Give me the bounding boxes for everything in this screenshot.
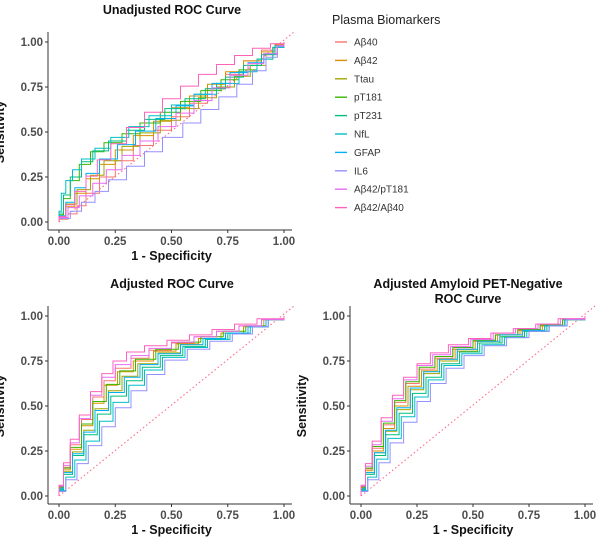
x-axis-label: 1 - Specificity [131,249,212,263]
x-tick-label: 0.50 [160,236,182,248]
roc-curve-il6 [360,316,586,496]
y-tick-label: 0.25 [21,446,44,458]
roc-curve-il6 [58,42,285,222]
y-tick-label: 0.00 [21,217,43,229]
legend-label: pT181 [354,93,383,104]
roc-curve-nfl [58,316,285,496]
legend-item-nfl: NfL [335,130,370,141]
chart-title-line: Adjusted ROC Curve [110,277,234,291]
x-axis-label: 1 - Specificity [433,523,514,537]
chart-title-line: Adjusted Amyloid PET-Negative [373,277,562,291]
y-tick-label: 0.50 [21,127,43,139]
legend-item-il6: IL6 [335,166,368,177]
legend-label: Aβ40 [354,38,378,49]
legend-label: NfL [354,130,370,141]
x-tick-label: 0.00 [48,236,70,248]
y-tick-label: 0.25 [323,446,346,458]
legend-label: Ttau [354,74,374,85]
y-tick-label: 1.00 [21,37,43,49]
legend-label: IL6 [354,166,368,177]
legend-label: Aβ42/Aβ40 [354,203,404,214]
legend-item-pt231: pT231 [335,111,383,122]
legend: Plasma Biomarkers Aβ40 Aβ42 Ttau pT181 pT231… [332,13,440,214]
legend-label: Aβ42 [354,56,378,67]
roc-curve-gfap [360,316,586,496]
legend-item-ab42-pt181: Aβ42/pT181 [335,185,409,196]
y-axis-label: Sensitivity [295,375,309,438]
y-tick-label: 0.50 [21,401,43,413]
legend-label: Aβ42/pT181 [354,185,409,196]
roc-curve-gfap [58,42,285,222]
y-tick-label: 0.75 [21,82,44,94]
x-tick-label: 0.25 [406,510,429,522]
legend-label: GFAP [354,148,381,159]
chart-title-line: Unadjusted ROC Curve [103,3,241,17]
panel-unadjusted-roc: Unadjusted ROC Curve 0.00 0.25 0.50 0.75 1.00… [0,3,295,263]
legend-items: Aβ40 Aβ42 Ttau pT181 pT231 NfL GFAP IL6 Aβ42/pT1… [335,38,409,214]
legend-item-ab40: Aβ40 [335,38,378,49]
y-axis-label: Sensitivity [0,101,7,164]
roc-curve-ab42-ab40 [58,316,285,496]
roc-curve-il6 [58,316,285,496]
y-tick-label: 0.50 [323,401,345,413]
x-tick-label: 0.00 [48,510,70,522]
legend-item-ttau: Ttau [335,74,374,85]
roc-curve-ab42-ab40 [58,42,285,222]
x-tick-label: 0.75 [518,510,541,522]
x-tick-label: 0.25 [104,510,127,522]
x-tick-label: 0.50 [160,510,182,522]
x-axis-label: 1 - Specificity [131,523,212,537]
x-tick-label: 0.75 [217,236,240,248]
y-tick-label: 0.25 [21,172,44,184]
roc-curve-ab42-ab40 [360,316,586,496]
y-tick-label: 1.00 [21,311,43,323]
legend-item-ab42-ab40: Aβ42/Aβ40 [335,203,404,214]
legend-label: pT231 [354,111,383,122]
roc-curve-ab42-pt181 [58,42,285,222]
y-tick-label: 0.00 [323,491,345,503]
chart-title-line: ROC Curve [435,292,502,306]
x-tick-label: 0.75 [217,510,240,522]
roc-curve-gfap [58,316,285,496]
roc-curve-pt231 [58,42,285,222]
x-tick-label: 1.00 [574,510,596,522]
y-tick-label: 1.00 [323,311,345,323]
legend-item-pt181: pT181 [335,93,383,104]
x-tick-label: 1.00 [273,510,295,522]
x-tick-label: 0.50 [462,510,484,522]
legend-item-gfap: GFAP [335,148,381,159]
x-tick-label: 0.25 [104,236,127,248]
y-tick-label: 0.00 [21,491,43,503]
y-tick-label: 0.75 [21,356,44,368]
y-axis-label: Sensitivity [0,375,7,438]
x-tick-label: 0.00 [350,510,372,522]
panel-adjusted-roc: Adjusted ROC Curve 0.00 0.25 0.50 0.75 1.00 0.… [0,277,295,537]
legend-item-ab42: Aβ42 [335,56,378,67]
roc-curve-ab42 [58,42,285,222]
legend-title: Plasma Biomarkers [332,13,440,27]
y-tick-label: 0.75 [323,356,346,368]
x-tick-label: 1.00 [273,236,295,248]
